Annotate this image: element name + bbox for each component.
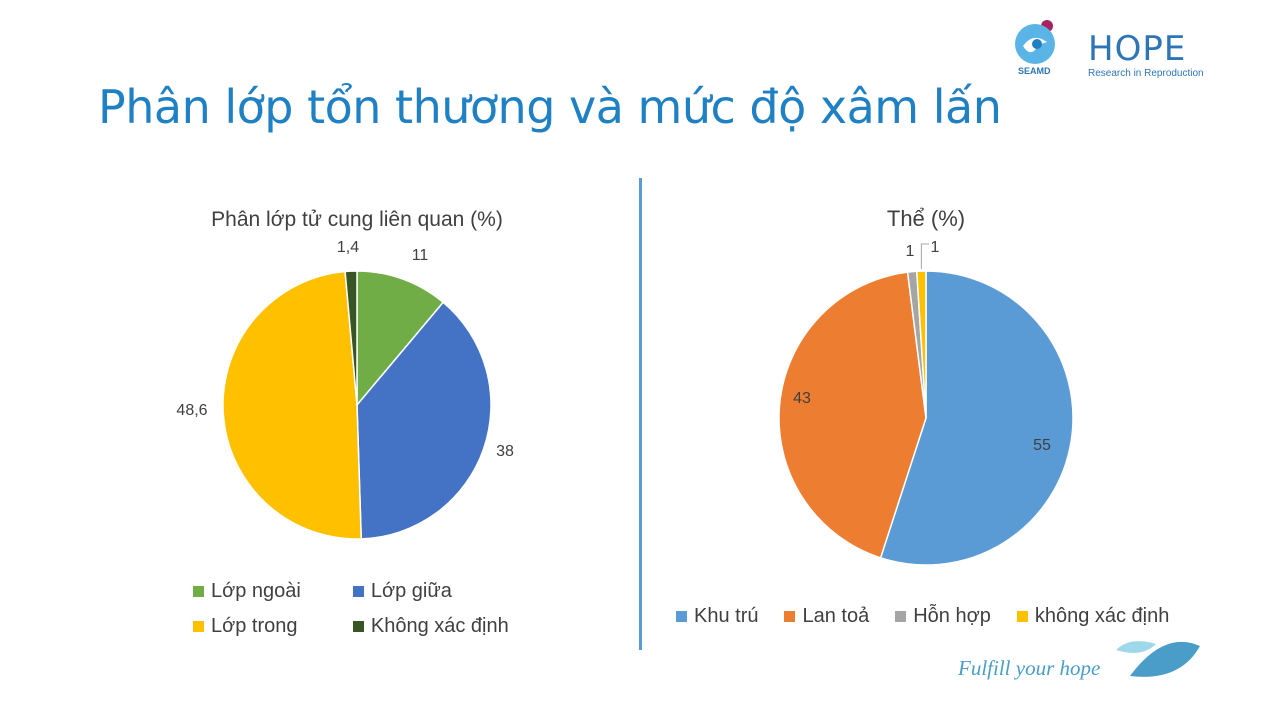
pie-chart-layers: Phân lớp tử cung liên quan (%) 11 38 48,6 1,… [176, 208, 514, 540]
pie-slice [344, 270, 358, 406]
hope-subtitle: Research in Reproduction [1088, 68, 1204, 79]
legend-label: Khu trú [694, 605, 759, 627]
data-label: 55 [1033, 437, 1051, 454]
footer-slogan: Fulfill your hope [958, 656, 1101, 680]
data-label: 1 [931, 239, 940, 256]
legend-swatch [193, 621, 204, 632]
legend-swatch [784, 611, 796, 622]
legend-item: Lan toả [784, 605, 869, 628]
legend-swatch [193, 586, 204, 597]
data-label: 11 [412, 247, 429, 264]
legend-label: Lớp trong [211, 615, 298, 637]
legend-swatch [352, 586, 364, 597]
legend-label: Lan toả [802, 605, 870, 627]
seamd-text: SEAMD [1018, 66, 1051, 76]
pie-chart-types: Thể (%) 55 43 1 1 [778, 206, 1074, 566]
legend-types: Khu trú Lan toả Hỗn hợp không xác định [676, 605, 1169, 628]
legend-label: Không xác định [370, 615, 509, 637]
legend-label: không xác định [1034, 605, 1170, 627]
legend-item: Lớp trong [193, 615, 301, 638]
hope-logo: HOPE Research in Reproduction [1088, 32, 1204, 79]
data-label: 43 [793, 390, 811, 407]
legend-label: Lớp giữa [370, 580, 452, 602]
leaf-icon [1116, 641, 1200, 677]
seamd-logo [1015, 20, 1055, 64]
chart-title: Phân lớp tử cung liên quan (%) [211, 208, 503, 231]
legend-swatch [1016, 611, 1028, 622]
page-title: Phân lớp tổn thương và mức độ xâm lấn [98, 80, 1002, 134]
legend-swatch [352, 621, 364, 632]
data-label: 48,6 [176, 402, 207, 419]
legend-item: Lớp ngoài [193, 580, 301, 603]
data-label: 38 [496, 443, 514, 460]
divider [639, 178, 642, 650]
pie-slice [879, 270, 1074, 566]
pie-slice [222, 270, 363, 540]
pie-slice [778, 271, 927, 559]
hope-word: HOPE [1088, 29, 1187, 69]
legend-item: Khu trú [676, 605, 758, 628]
pie-slice [915, 270, 927, 419]
legend-item: Lớp giữa [352, 580, 509, 603]
data-label: 1,4 [337, 239, 359, 256]
data-label: 1 [906, 243, 915, 260]
legend-item: Không xác định [352, 615, 509, 638]
legend-swatch [676, 611, 687, 622]
chart-title: Thể (%) [887, 206, 965, 231]
pie-slice [356, 270, 445, 408]
legend-layers: Lớp ngoài Lớp giữa Lớp trong Không xác định [193, 580, 509, 638]
legend-item: Hỗn hợp [895, 605, 991, 628]
legend-label: Hỗn hợp [913, 605, 991, 627]
legend-label: Lớp ngoài [211, 580, 301, 602]
legend-item: không xác định [1016, 605, 1170, 628]
leader-line [920, 243, 929, 270]
legend-swatch [895, 611, 907, 622]
pie-slice [356, 301, 492, 540]
